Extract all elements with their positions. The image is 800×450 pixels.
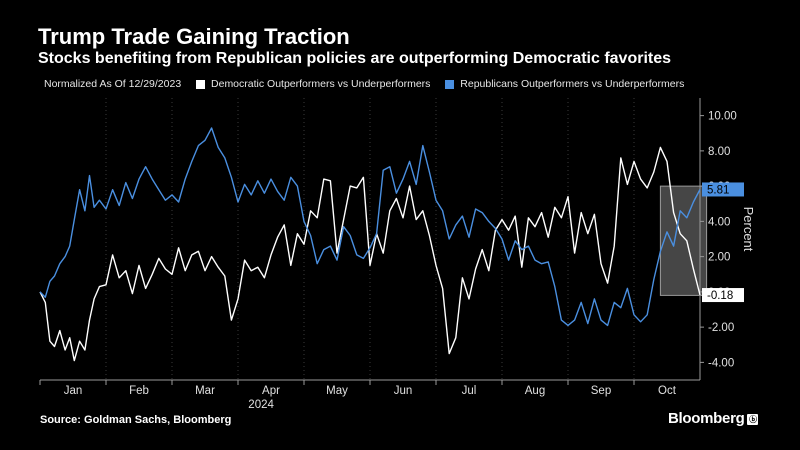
y-tick-label: -2.00: [708, 322, 734, 334]
republican-last-value-box: [702, 182, 744, 197]
chart-title: Trump Trade Gaining Traction: [38, 24, 350, 49]
x-tick-label: Oct: [658, 385, 677, 397]
legend-swatch-republican: [445, 79, 455, 89]
y-axis-title: Percent: [741, 207, 756, 252]
y-tick-label: 4.00: [708, 216, 730, 228]
x-tick-label: Apr: [262, 385, 280, 397]
democratic-series-line: [39, 146, 701, 362]
x-tick-label: Jun: [394, 385, 413, 397]
republican-last-value: 5.81: [707, 184, 729, 196]
x-tick-label: Mar: [195, 385, 215, 397]
brand-name: Bloomberg: [668, 410, 745, 427]
highlight-box: [659, 185, 708, 296]
chart-subtitle: Stocks benefiting from Republican polici…: [38, 50, 672, 67]
democratic-last-value-box: [702, 288, 744, 303]
legend-label-republican: Republicans Outperformers vs Underperfor…: [460, 78, 685, 91]
x-tick-label: Sep: [591, 385, 611, 397]
x-tick-label: Jan: [64, 385, 83, 397]
x-tick-label: Feb: [129, 385, 149, 397]
republican-series-line: [39, 127, 701, 327]
legend-swatch-democratic: [196, 79, 206, 89]
x-tick-label: May: [326, 385, 348, 397]
y-tick-label: 8.00: [708, 146, 730, 158]
x-axis-title: 2024: [248, 399, 274, 411]
x-tick-label: Jul: [462, 385, 477, 397]
democratic-last-value: -0.18: [707, 290, 733, 302]
legend-note: Normalized As Of 12/29/2023: [44, 78, 182, 91]
legend: Normalized As Of 12/29/2023 Democratic O…: [44, 78, 684, 90]
legend-label-democratic: Democratic Outperformers vs Underperform…: [211, 78, 431, 91]
y-tick-label: 2.00: [708, 252, 730, 264]
source-note: Source: Goldman Sachs, Bloomberg: [40, 414, 232, 426]
y-tick-label: 10.00: [708, 111, 737, 123]
bloomberg-logo: Bloomberg ⓑ: [668, 410, 759, 427]
x-tick-label: Aug: [525, 385, 545, 397]
y-tick-label: -4.00: [708, 357, 734, 369]
bloomberg-mark-icon: ⓑ: [747, 413, 759, 425]
